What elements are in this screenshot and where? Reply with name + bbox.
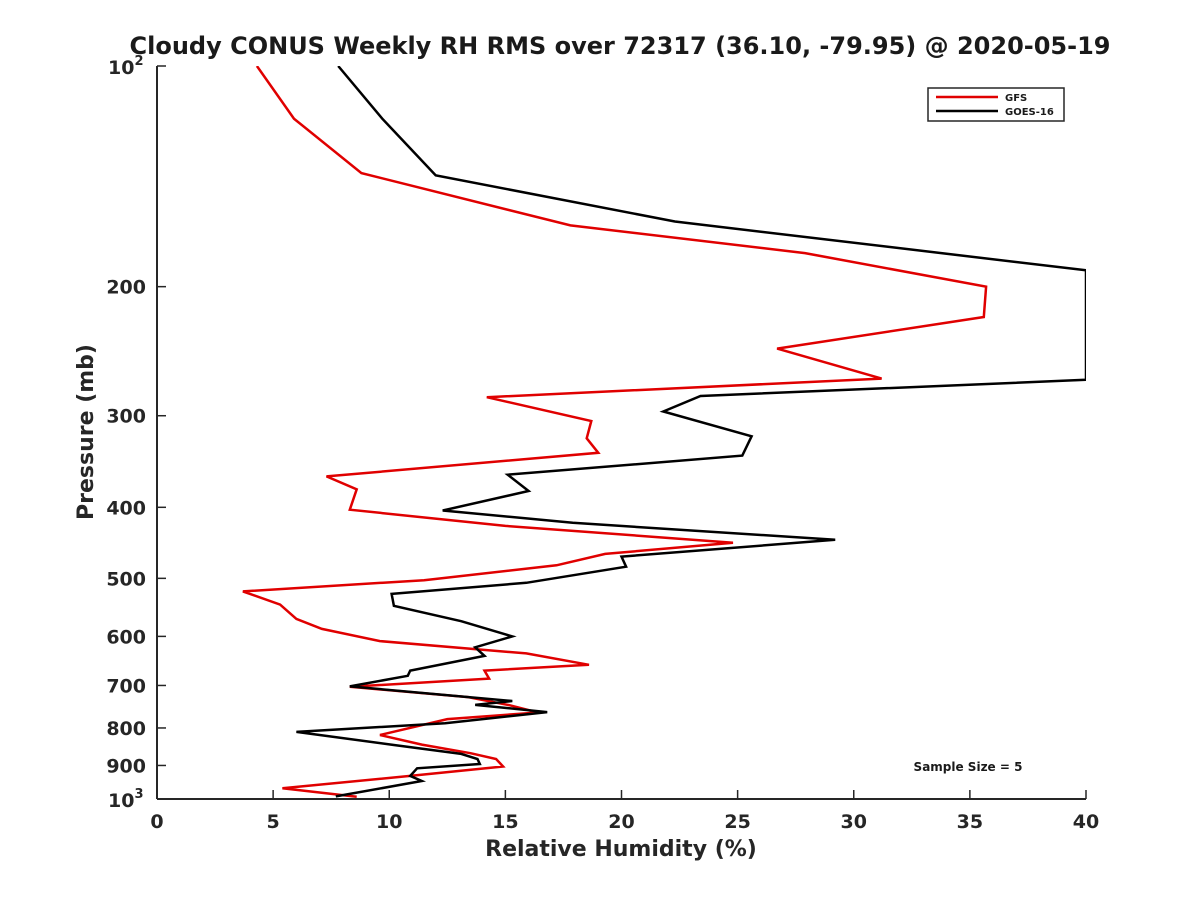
y-tick-label: 400 — [106, 497, 146, 519]
x-tick-label: 5 — [267, 811, 280, 833]
y-axis-label: Pressure (mb) — [74, 344, 99, 520]
y-tick-label: 200 — [106, 277, 146, 299]
y-tick-label: 700 — [106, 675, 146, 697]
series-line-goes16 — [296, 66, 1086, 798]
series-layer — [242, 66, 1086, 799]
x-axis-label: Relative Humidity (%) — [485, 837, 757, 862]
x-tick-label: 40 — [1073, 811, 1099, 833]
y-tick-label: 300 — [106, 406, 146, 428]
chart-title: Cloudy CONUS Weekly RH RMS over 72317 (3… — [130, 32, 1111, 60]
x-tick-label: 35 — [957, 811, 983, 833]
x-tick-label: 30 — [841, 811, 867, 833]
y-tick-label: 900 — [106, 755, 146, 777]
x-tick-label: 20 — [608, 811, 634, 833]
legend-label-goes16: GOES-16 — [1005, 107, 1054, 118]
plot-area — [157, 66, 1086, 799]
x-tick-label: 0 — [150, 811, 163, 833]
y-tick-label: 800 — [106, 718, 146, 740]
y-tick-label: 600 — [106, 626, 146, 648]
y-tick-label: 103 — [108, 787, 144, 812]
y-tick-label: 102 — [108, 54, 144, 79]
series-line-gfs — [242, 66, 988, 799]
legend-box — [927, 87, 1065, 122]
x-tick-label: 15 — [492, 811, 518, 833]
legend-label-gfs: GFS — [1005, 93, 1027, 104]
y-axis-ticks: 102 200 300 400 500 600 700 800 900 103 — [106, 54, 166, 812]
x-tick-label: 25 — [724, 811, 750, 833]
x-tick-label: 10 — [376, 811, 402, 833]
legend: GFS GOES-16 — [927, 87, 1065, 122]
y-tick-label: 500 — [106, 568, 146, 590]
x-axis-ticks: 0 5 10 15 20 25 30 35 40 — [150, 790, 1099, 833]
sample-size-annotation: Sample Size = 5 — [914, 760, 1023, 774]
